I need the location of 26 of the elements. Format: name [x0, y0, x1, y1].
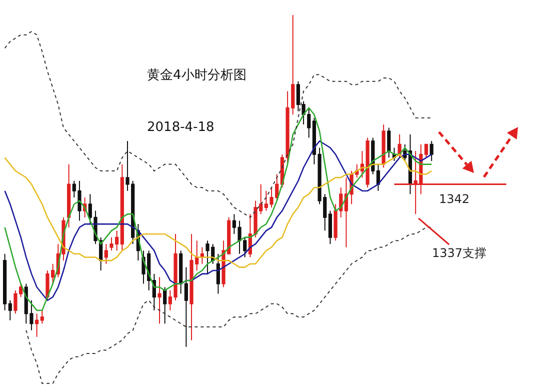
text: 1342	[439, 192, 470, 206]
candlestick	[376, 164, 380, 192]
candlestick	[67, 164, 71, 228]
candlestick	[398, 134, 402, 158]
candlestick	[184, 266, 188, 348]
candlestick	[163, 286, 167, 324]
candlestick	[387, 127, 391, 158]
candlestick	[216, 253, 220, 294]
candlestick	[382, 124, 386, 168]
candlestick	[328, 210, 332, 244]
candlestick	[179, 250, 183, 294]
candlestick	[158, 276, 162, 324]
candlestick	[2, 253, 7, 311]
candlestick	[424, 144, 428, 158]
candlestick	[40, 310, 44, 324]
candlestick	[35, 313, 39, 338]
candlestick	[8, 300, 12, 321]
text: 2018-4-18	[147, 120, 214, 135]
candlestick	[366, 137, 370, 188]
text: 黄金4小时分析图	[147, 68, 246, 83]
candlestick	[430, 140, 434, 162]
candlestick	[344, 177, 348, 248]
annotation: 1337支撑	[432, 246, 487, 260]
candlestick	[360, 150, 364, 178]
candlestick	[120, 164, 124, 252]
candlestick	[104, 243, 108, 264]
